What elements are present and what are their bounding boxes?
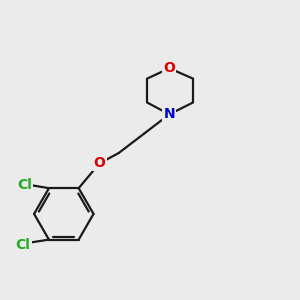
Text: O: O xyxy=(164,61,175,75)
Text: O: O xyxy=(94,156,105,170)
Text: Cl: Cl xyxy=(16,238,31,252)
Text: N: N xyxy=(164,107,175,121)
Text: Cl: Cl xyxy=(17,178,32,192)
